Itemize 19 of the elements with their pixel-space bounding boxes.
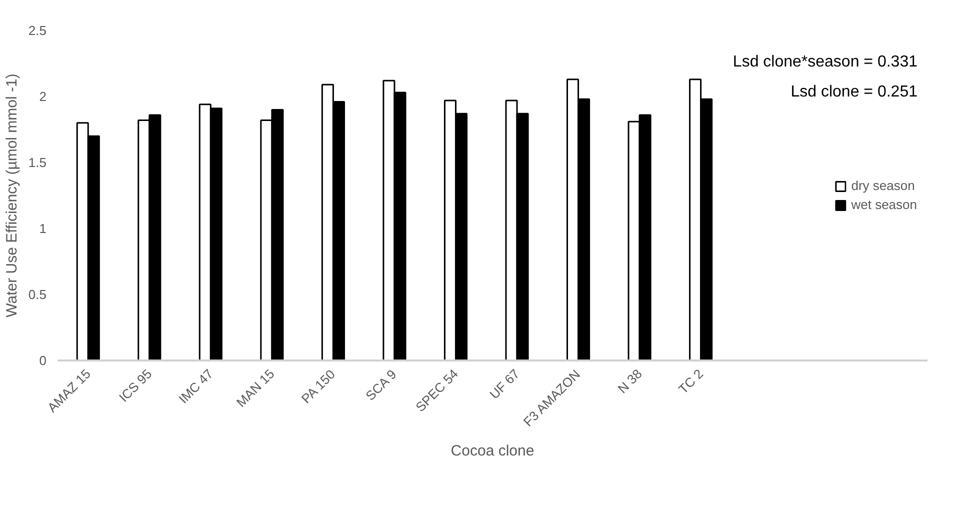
x-axis-title: Cocoa clone [450,442,534,460]
x-tick-label: UF 67 [486,366,522,402]
legend-label: dry season [851,178,915,193]
y-tick-label: 2.5 [28,23,47,38]
y-tick-label: 1.5 [28,155,47,170]
y-tick-label: 0.5 [28,287,47,302]
y-tick-label: 0 [39,353,47,368]
x-tick-label: PA 150 [298,366,338,406]
x-tick-label: TC 2 [676,366,706,397]
x-tick-label: IMC 47 [176,366,216,406]
x-tick-label: ICS 95 [116,366,155,405]
y-tick-label: 2 [39,89,47,104]
y-tick-label: 1 [39,221,47,236]
text: Lsd clone = 0.251 [790,84,918,100]
legend-label: wet season [851,197,917,212]
x-tick-label: SCA 9 [362,366,400,404]
x-tick-label: N 38 [614,366,645,396]
text: Lsd clone*season = 0.331 [732,54,918,70]
y-axis-title: Water Use Efficiency (µmol mmol -1) [3,74,20,318]
